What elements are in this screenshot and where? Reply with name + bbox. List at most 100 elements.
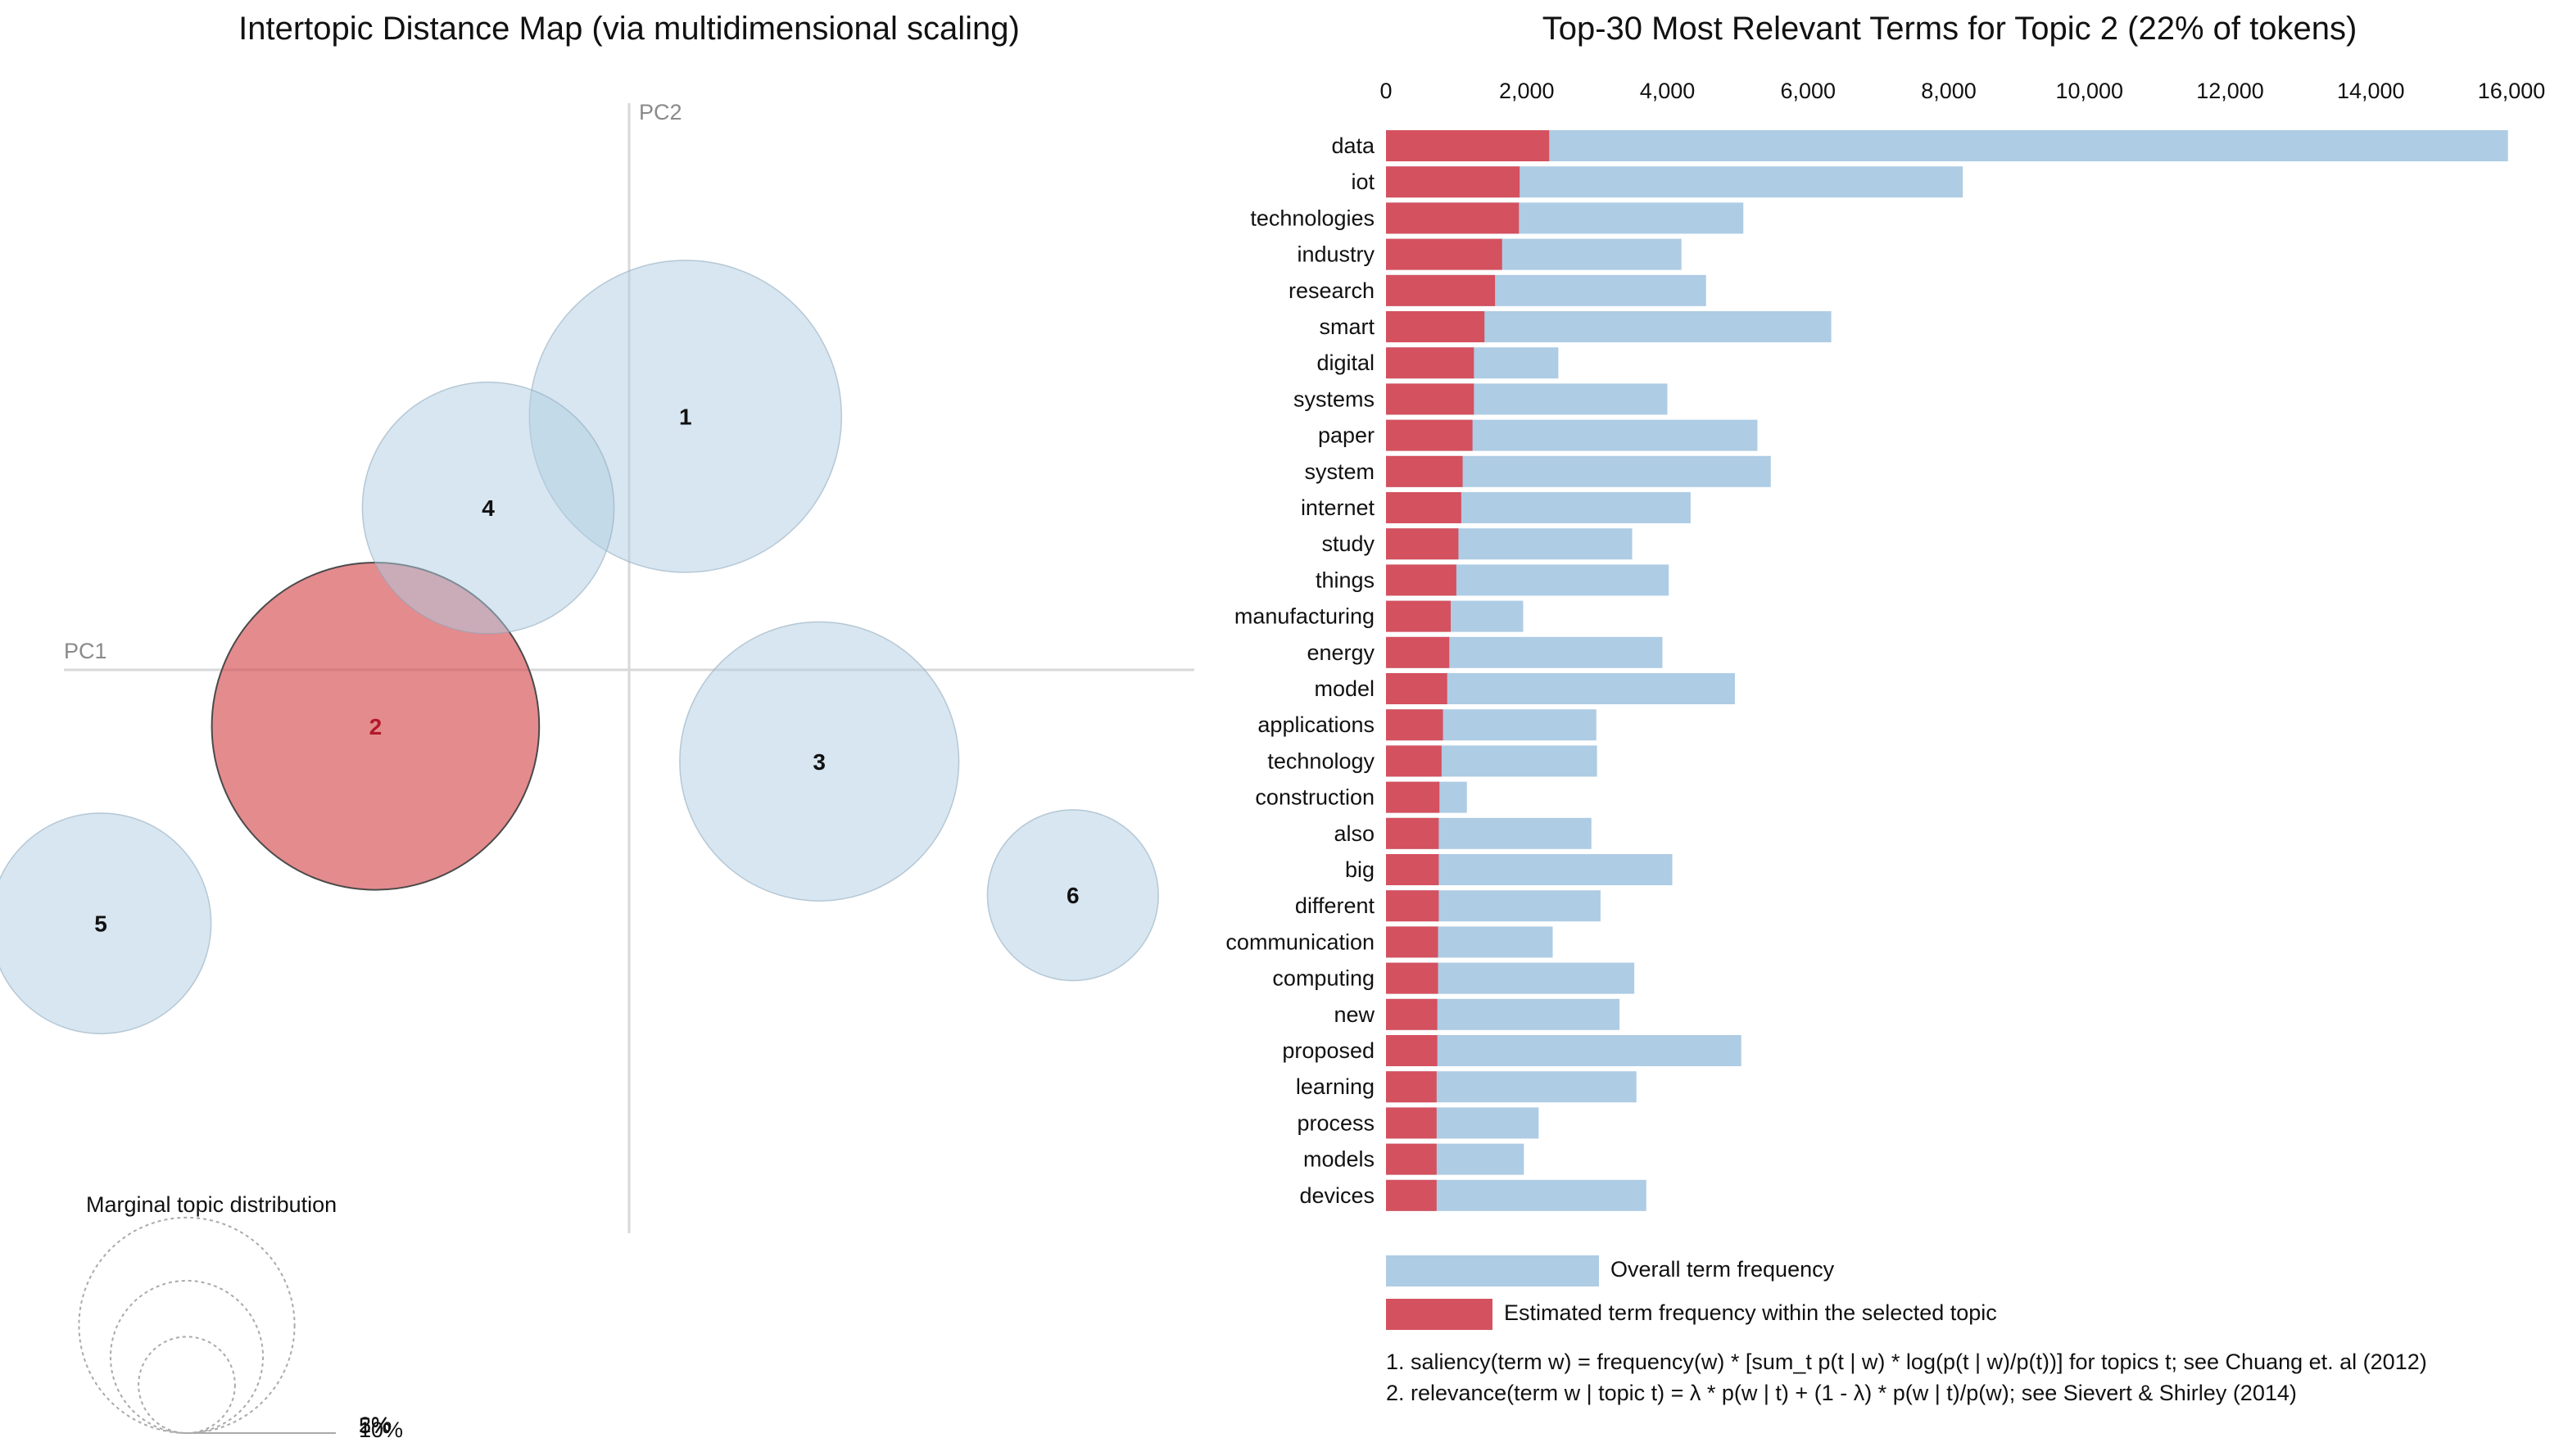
legend-level-label-2pct: 2% [359, 1413, 391, 1437]
topic-frequency-bar[interactable] [1386, 492, 1461, 523]
term-label[interactable]: technologies [1250, 206, 1375, 230]
topic-frequency-bar[interactable] [1386, 1143, 1437, 1175]
term-row-models[interactable]: models [1303, 1143, 1524, 1175]
topic-frequency-bar[interactable] [1386, 709, 1443, 741]
topic-frequency-bar[interactable] [1386, 419, 1473, 451]
topic-circle-6[interactable] [986, 809, 1159, 982]
term-row-devices[interactable]: devices [1299, 1179, 1646, 1211]
topic-frequency-bar[interactable] [1386, 238, 1502, 270]
topic-frequency-bar[interactable] [1386, 1107, 1437, 1139]
term-row-model[interactable]: model [1314, 673, 1735, 704]
topic-frequency-bar[interactable] [1386, 1179, 1437, 1211]
topic-frequency-bar[interactable] [1386, 926, 1438, 958]
topic-frequency-bar[interactable] [1386, 130, 1550, 161]
term-row-proposed[interactable]: proposed [1282, 1035, 1741, 1066]
term-row-digital[interactable]: digital [1316, 347, 1559, 379]
term-row-smart[interactable]: smart [1320, 311, 1832, 342]
term-label[interactable]: iot [1351, 170, 1375, 194]
overall-frequency-bar[interactable] [1386, 1035, 1741, 1066]
term-label[interactable]: communication [1225, 929, 1375, 954]
term-bars: data iot technologies industry research smart… [1225, 130, 2508, 1211]
topic-frequency-bar[interactable] [1386, 673, 1447, 704]
term-label[interactable]: different [1295, 893, 1375, 918]
term-row-study[interactable]: study [1321, 528, 1633, 560]
term-label[interactable]: energy [1307, 640, 1375, 665]
term-row-computing[interactable]: computing [1272, 962, 1635, 994]
term-label[interactable]: applications [1257, 712, 1375, 737]
topic-frequency-bar[interactable] [1386, 528, 1459, 560]
topic-frequency-bar[interactable] [1386, 998, 1438, 1030]
term-label[interactable]: system [1304, 459, 1375, 484]
term-row-new[interactable]: new [1334, 998, 1620, 1030]
term-label[interactable]: things [1316, 567, 1375, 592]
term-row-also[interactable]: also [1334, 817, 1592, 849]
topic-circle-3[interactable] [679, 621, 960, 902]
term-label[interactable]: digital [1316, 350, 1375, 375]
term-label[interactable]: construction [1255, 785, 1375, 810]
topic-frequency-bar[interactable] [1386, 636, 1450, 668]
topic-frequency-bar[interactable] [1386, 166, 1520, 198]
term-row-manufacturing[interactable]: manufacturing [1234, 600, 1524, 632]
term-row-internet[interactable]: internet [1301, 492, 1691, 523]
topic-frequency-bar[interactable] [1386, 383, 1474, 415]
term-label[interactable]: internet [1301, 495, 1375, 520]
term-row-paper[interactable]: paper [1318, 419, 1758, 451]
term-row-process[interactable]: process [1297, 1107, 1539, 1139]
term-row-iot[interactable]: iot [1351, 166, 1963, 198]
term-row-system[interactable]: system [1304, 455, 1771, 487]
term-row-technology[interactable]: technology [1267, 745, 1597, 777]
term-label[interactable]: systems [1293, 387, 1375, 411]
topic-frequency-bar[interactable] [1386, 781, 1440, 813]
term-label[interactable]: also [1334, 821, 1375, 846]
term-label[interactable]: process [1297, 1110, 1375, 1135]
topic-frequency-bar[interactable] [1386, 890, 1439, 922]
term-label[interactable]: study [1321, 531, 1375, 556]
term-row-communication[interactable]: communication [1225, 926, 1553, 958]
topic-frequency-bar[interactable] [1386, 745, 1442, 777]
topic-frequency-bar[interactable] [1386, 274, 1496, 306]
overall-frequency-bar[interactable] [1386, 130, 2508, 161]
term-label[interactable]: industry [1297, 242, 1375, 267]
topic-frequency-bar[interactable] [1386, 564, 1456, 596]
term-row-learning[interactable]: learning [1296, 1071, 1637, 1103]
topic-frequency-bar[interactable] [1386, 600, 1452, 632]
term-label[interactable]: paper [1318, 423, 1375, 448]
topic-frequency-bar[interactable] [1386, 347, 1474, 379]
term-row-data[interactable]: data [1331, 130, 2508, 161]
topic-frequency-bar[interactable] [1386, 311, 1485, 342]
term-label[interactable]: big [1345, 857, 1375, 882]
term-label[interactable]: data [1331, 133, 1375, 158]
term-label[interactable]: devices [1299, 1183, 1375, 1208]
topic-frequency-bar[interactable] [1386, 202, 1520, 234]
topic-frequency-bar[interactable] [1386, 962, 1438, 994]
topic-circle-5[interactable] [0, 812, 212, 1035]
term-row-technologies[interactable]: technologies [1250, 202, 1744, 234]
term-label[interactable]: computing [1272, 966, 1375, 991]
x-tick-label: 4,000 [1640, 79, 1696, 103]
topic-frequency-bar[interactable] [1386, 455, 1463, 487]
term-row-big[interactable]: big [1345, 854, 1673, 885]
term-label[interactable]: model [1314, 676, 1375, 701]
term-row-things[interactable]: things [1316, 564, 1669, 596]
term-row-industry[interactable]: industry [1297, 238, 1682, 270]
term-row-construction[interactable]: construction [1255, 781, 1467, 813]
term-label[interactable]: research [1289, 278, 1375, 303]
term-row-different[interactable]: different [1295, 890, 1601, 922]
term-label[interactable]: proposed [1282, 1038, 1375, 1063]
term-row-research[interactable]: research [1289, 274, 1706, 306]
term-row-systems[interactable]: systems [1293, 383, 1668, 415]
topic-circle-4[interactable] [361, 381, 615, 635]
term-label[interactable]: manufacturing [1234, 604, 1375, 629]
term-label[interactable]: technology [1267, 748, 1375, 773]
topic-frequency-bar[interactable] [1386, 817, 1439, 849]
topic-frequency-bar[interactable] [1386, 854, 1439, 885]
term-label[interactable]: learning [1296, 1074, 1375, 1099]
topic-frequency-bar[interactable] [1386, 1035, 1438, 1066]
term-row-energy[interactable]: energy [1307, 636, 1663, 668]
topic-frequency-bar[interactable] [1386, 1071, 1437, 1103]
term-label[interactable]: new [1334, 1002, 1375, 1027]
term-label[interactable]: smart [1320, 314, 1375, 339]
term-row-applications[interactable]: applications [1257, 709, 1597, 741]
term-label[interactable]: models [1303, 1147, 1375, 1172]
